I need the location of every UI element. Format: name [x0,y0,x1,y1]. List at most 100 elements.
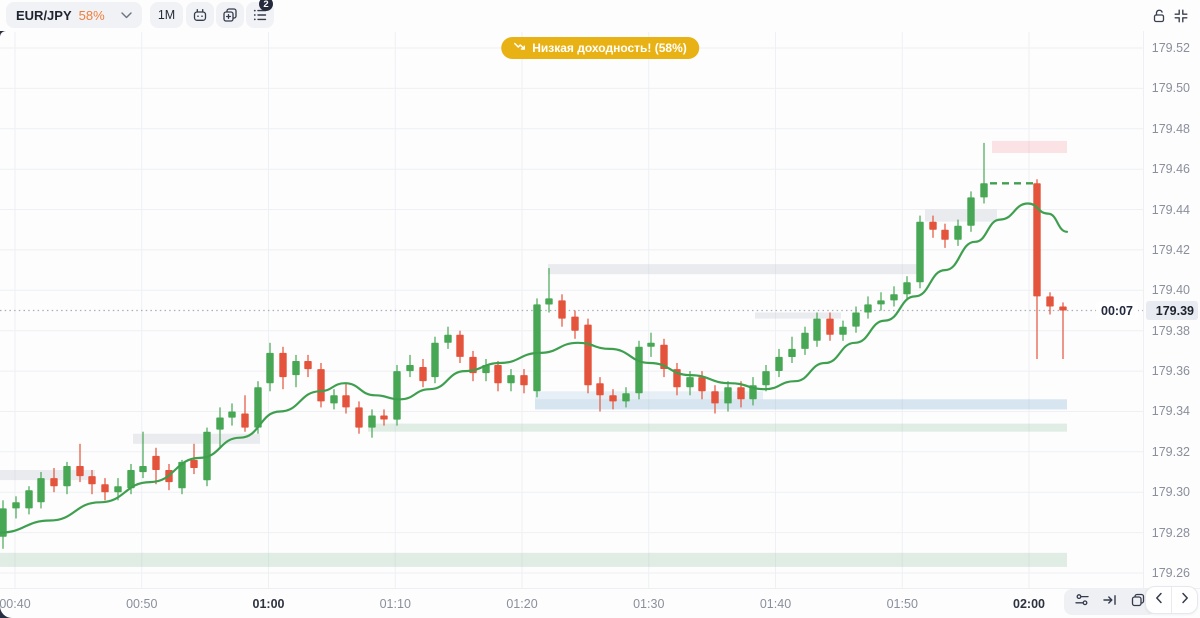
candle-body [114,486,122,493]
price-tick-label: 179.32 [1151,444,1190,459]
time-tick-label: 01:10 [379,597,411,611]
indicators-count-badge: 2 [259,0,273,11]
candle-body [342,395,350,408]
candle-body [775,356,783,371]
time-tick-label: 01:20 [506,597,538,611]
candle-body [101,484,109,493]
time-tick-label: 01:00 [252,597,285,611]
unlock-icon [1151,8,1167,24]
candle-body [304,361,312,370]
price-axis-divider [1143,31,1144,588]
price-zone [535,399,1067,410]
scroll-right-button[interactable] [1172,587,1197,613]
price-zone [992,140,1067,153]
candle-body [1033,183,1041,297]
candle-body [571,316,579,331]
time-tick-label: 01:40 [759,597,792,611]
candle-body [826,318,834,335]
candle-body [929,221,937,230]
current-price-label: 179.39 [1146,301,1198,320]
candle-body [903,282,911,295]
price-tick-label: 179.44 [1151,202,1190,217]
candle-body [266,352,274,384]
duplicate-chart-button[interactable] [216,2,244,28]
collapse-icon [1173,8,1189,24]
candle-body [190,459,198,468]
candle-body [63,466,71,487]
moving-average-line [0,202,1069,534]
candle-body [292,361,300,376]
candle-body [558,300,566,319]
price-zone [755,312,841,319]
chevron-left-icon [1155,591,1163,609]
candle-body [622,393,630,402]
time-tick-label: 01:50 [886,597,918,611]
candle-body [88,476,96,485]
candle-body [916,221,924,283]
candle-body [406,365,414,372]
candle-body [941,229,949,240]
candle-body [254,387,262,428]
price-tick-label: 179.30 [1151,485,1190,500]
candle-body [380,415,388,420]
toolbar: EUR/JPY 58% 1M [0,0,1200,30]
robot-icon [192,7,208,23]
chart-controls [1064,589,1156,615]
symbol-selector[interactable]: EUR/JPY 58% [6,2,142,28]
bot-strategies-button[interactable] [186,2,214,28]
price-tick-label: 179.42 [1151,242,1190,257]
copy-chart-button[interactable] [1126,590,1150,614]
candle-body [737,387,745,400]
price-tick-label: 179.26 [1151,566,1190,580]
scroll-left-button[interactable] [1146,587,1171,613]
candle-body [609,395,617,402]
candle-body [393,371,401,420]
candle-body [279,352,287,378]
price-chart[interactable] [0,0,1143,588]
price-zone [548,264,923,275]
candle-body [507,375,515,384]
chart-settings-button[interactable] [1070,590,1094,614]
price-zone [0,552,1067,567]
candle-body [954,225,962,240]
candle-body [584,324,592,386]
candle-body [37,478,45,503]
price-zone [535,391,763,400]
candle-body [647,342,655,347]
candle-body [368,415,376,428]
candle-body [139,466,147,473]
candle-body [241,413,249,428]
go-to-latest-button[interactable] [1098,590,1122,614]
sliders-icon [1074,592,1090,613]
chevron-right-icon [1181,591,1189,609]
price-tick-label: 179.46 [1151,162,1190,177]
price-tick-label: 179.28 [1151,525,1190,540]
price-tick-label: 179.40 [1151,283,1190,298]
lock-scale-button[interactable] [1150,7,1168,25]
price-zone [368,423,1067,432]
price-tick-label: 179.36 [1151,364,1190,379]
low-payout-notice: Низкая доходность! (58%) [501,37,699,59]
candle-body [635,346,643,394]
time-tick-label: 00:50 [126,597,158,611]
timeframe-button[interactable]: 1M [150,2,183,28]
candle-body [877,300,885,305]
candle-body [330,395,338,404]
candle-body [456,334,464,357]
time-tick-label: 01:30 [633,597,665,611]
candle-body [431,342,439,378]
candle-body [545,298,553,305]
collapse-chart-button[interactable] [1172,7,1190,25]
payout-label: 58% [78,7,105,23]
candle-body [890,294,898,301]
candle-body [494,365,502,384]
candle-body [967,197,975,226]
time-tick-label: 00:40 [0,597,31,611]
price-tick-label: 179.38 [1151,323,1190,338]
candle-body [216,417,224,430]
candle-body [596,383,604,396]
price-tick-label: 179.48 [1151,121,1190,136]
candle-body [864,304,872,313]
chevron-down-icon [121,11,132,19]
price-zone [133,433,260,444]
